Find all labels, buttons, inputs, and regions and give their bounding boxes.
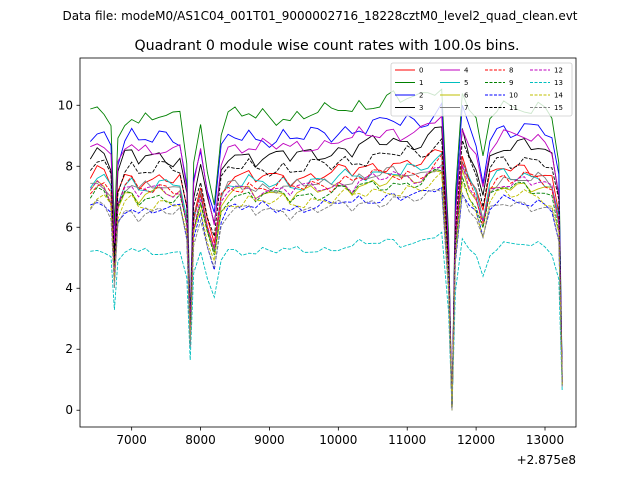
legend-label-13: 13 <box>554 79 563 87</box>
legend-label-12: 12 <box>554 67 563 75</box>
legend-label-2: 2 <box>419 92 423 100</box>
legend-label-14: 14 <box>554 92 563 100</box>
y-tick-label: 8 <box>65 159 73 173</box>
series-line-10 <box>90 186 563 411</box>
axes-frame <box>79 57 577 428</box>
series-line-3 <box>89 126 563 411</box>
legend-label-7: 7 <box>464 104 468 112</box>
y-tick-label: 0 <box>65 403 73 417</box>
legend-label-4: 4 <box>464 67 469 75</box>
chart-title: Quadrant 0 module wise count rates with … <box>134 38 519 54</box>
legend-label-0: 0 <box>419 67 423 75</box>
series-line-2 <box>89 101 563 411</box>
legend-label-11: 11 <box>509 104 518 112</box>
legend-label-15: 15 <box>554 104 563 112</box>
legend-label-8: 8 <box>509 67 513 75</box>
x-tick-label: 7000 <box>116 433 147 447</box>
legend-label-6: 6 <box>464 92 469 100</box>
legend-label-5: 5 <box>464 79 468 87</box>
series-line-13 <box>90 231 563 411</box>
series-line-9 <box>89 169 563 411</box>
legend-label-9: 9 <box>509 79 513 87</box>
y-tick-label: 10 <box>58 98 73 112</box>
series-line-4 <box>90 115 563 411</box>
x-tick-label: 8000 <box>185 433 216 447</box>
y-tick-label: 4 <box>65 281 73 295</box>
series-line-0 <box>89 149 563 411</box>
legend-label-3: 3 <box>419 104 423 112</box>
x-tick-label: 13000 <box>526 433 564 447</box>
legend-box <box>390 62 573 117</box>
plot-area: 7000 8000 9000 10000 11000 12000 13000+2.875e8… <box>58 57 577 467</box>
series-line-12 <box>89 164 563 411</box>
series-line-15 <box>89 188 563 411</box>
series-group <box>89 88 563 411</box>
y-tick-label: 6 <box>65 220 73 234</box>
x-offset-label: +2.875e8 <box>517 453 576 467</box>
x-tick-label: 12000 <box>457 433 495 447</box>
figure-suptitle: Data file: modeM0/AS1C04_001T01_90000027… <box>62 9 577 23</box>
y-tick-label: 2 <box>65 342 73 356</box>
legend-label-10: 10 <box>509 92 518 100</box>
x-tick-label: 11000 <box>388 433 426 447</box>
x-tick-label: 9000 <box>254 433 285 447</box>
series-line-7 <box>90 163 563 411</box>
legend-label-1: 1 <box>419 79 423 87</box>
series-line-1 <box>90 88 563 411</box>
series-line-8 <box>89 153 563 411</box>
x-tick-label: 10000 <box>319 433 357 447</box>
